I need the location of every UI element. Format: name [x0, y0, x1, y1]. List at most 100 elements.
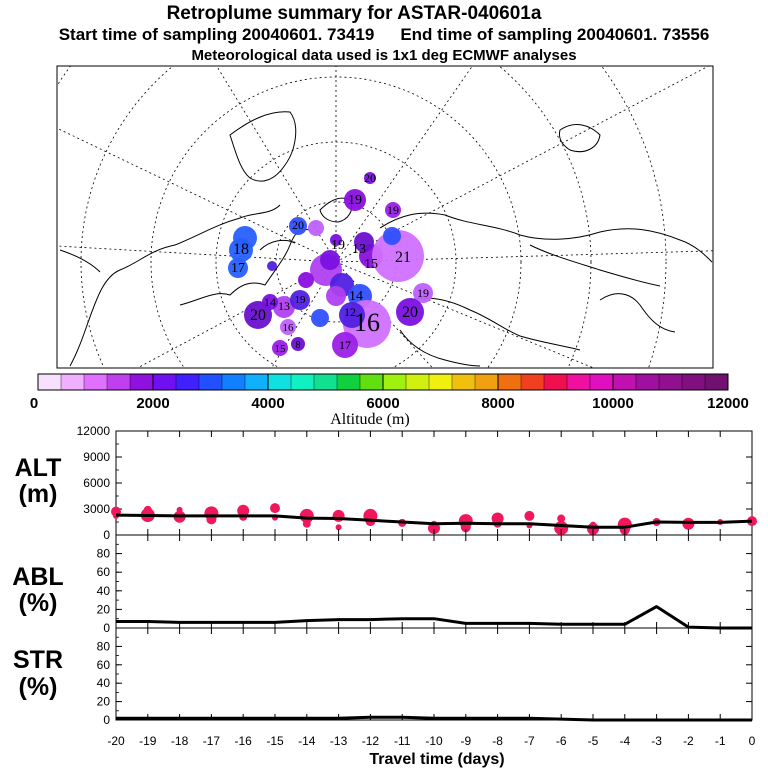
colorbar-cell [222, 374, 246, 390]
colorbar-cell [544, 374, 568, 390]
plume-cluster [298, 272, 314, 288]
colorbar-cell [521, 374, 545, 390]
alt-cluster-point [557, 514, 566, 523]
plume-cluster [272, 340, 288, 356]
alt-cluster-point [176, 506, 183, 513]
str-y-tick-label: 40 [97, 676, 111, 690]
colorbar-cell [429, 374, 453, 390]
plume-cluster [385, 202, 401, 218]
str-panel-unit: (%) [19, 673, 58, 701]
x-tick-label: -18 [171, 734, 189, 748]
plume-cluster [291, 337, 305, 351]
colorbar-cell [682, 374, 706, 390]
x-tick-label: -12 [362, 734, 380, 748]
x-tick-label: 0 [749, 734, 756, 748]
abl-panel-label: ABL [12, 563, 63, 591]
x-tick-label: -10 [425, 734, 443, 748]
colorbar-cell [199, 374, 223, 390]
x-tick-label: -7 [524, 734, 535, 748]
plume-cluster [273, 296, 295, 318]
alt-y-tick-label: 6000 [83, 476, 110, 490]
str-panel-frame [115, 627, 753, 721]
plume-cluster [262, 294, 278, 310]
cluster-label: 20 [292, 218, 304, 232]
colorbar-cell [38, 374, 62, 390]
start-sampling-text: Start time of sampling 20040601. 73419 [58, 25, 375, 44]
altitude-colorbar: 0 2000 4000 6000 8000 10000 12000 Altitude (m) [30, 373, 749, 428]
colorbar-cell [61, 374, 85, 390]
map-coastlines [59, 111, 713, 367]
colorbar-cell [291, 374, 315, 390]
abl-y-tick-label: 60 [97, 565, 111, 579]
cluster-label: 8 [296, 340, 301, 351]
alt-cluster-point [524, 510, 535, 521]
colorbar-cell [406, 374, 430, 390]
plume-cluster [364, 172, 376, 184]
cluster-label: 20 [364, 171, 376, 185]
str-panel-label: STR [13, 646, 63, 674]
x-tick-label: -4 [619, 734, 630, 748]
plume-cluster [308, 220, 324, 236]
x-tick-label: -11 [394, 734, 411, 748]
colorbar-cell [337, 374, 361, 390]
alt-panel-unit: (m) [19, 480, 58, 508]
abl-y-tick-label: 20 [97, 602, 111, 616]
cluster-label: 13 [352, 242, 366, 257]
plume-cluster [372, 230, 424, 282]
alt-series-line [115, 513, 753, 529]
str-y-tick-label: 20 [97, 695, 111, 709]
colorbar-cell [636, 374, 660, 390]
time-series-panels: ALT (m) ABL (%) STR (%) 0300060009000120… [12, 424, 757, 768]
colorbar-cell [590, 374, 614, 390]
plume-cluster [396, 298, 424, 326]
plume-cluster [413, 283, 433, 303]
alt-cluster-point [335, 524, 342, 531]
colorbar-label: Altitude (m) [330, 411, 410, 428]
colorbar-cell [153, 374, 177, 390]
colorbar-frame [37, 373, 729, 391]
x-tick-label: -13 [330, 734, 348, 748]
cluster-label: 13 [278, 299, 290, 313]
abl-y-tick-label: 80 [97, 547, 111, 561]
colorbar-cell [130, 374, 154, 390]
plume-cluster [290, 290, 310, 310]
cluster-label: 17 [231, 261, 245, 276]
colorbar-tick-label: 2000 [136, 395, 169, 412]
abl-series-line [116, 605, 752, 630]
plume-cluster [332, 332, 358, 358]
colorbar-cell [567, 374, 591, 390]
met-data-subtitle: Meteorological data used is 1x1 deg ECMW… [191, 47, 577, 64]
colorbar-tick-label: 0 [30, 395, 38, 412]
str-y-tick-label: 0 [103, 713, 110, 727]
cluster-label: 14 [349, 289, 363, 304]
plume-cluster [383, 227, 401, 245]
abl-panel-frame [115, 534, 753, 629]
plume-cluster [289, 217, 307, 235]
sampling-times: Start time of sampling 20040601. 73419 En… [0, 25, 768, 45]
cluster-label: 19 [295, 294, 307, 306]
cluster-label: 15 [275, 343, 287, 355]
colorbar-cell [659, 374, 683, 390]
x-tick-label: -19 [139, 734, 157, 748]
end-sampling-text: End time of sampling 20040601. 73556 [400, 25, 710, 44]
plume-cluster [330, 234, 342, 246]
plume-cluster [267, 261, 277, 271]
cluster-label: 20 [250, 307, 266, 324]
plume-cluster [320, 250, 340, 270]
abl-y-tick-label: 40 [97, 584, 111, 598]
x-tick-label: -16 [235, 734, 253, 748]
abl-panel-unit: (%) [19, 589, 58, 617]
x-tick-label: -3 [651, 734, 662, 748]
colorbar-tick-label: 6000 [366, 395, 399, 412]
colorbar-cell [705, 374, 729, 390]
x-tick-label: -5 [588, 734, 599, 748]
plume-cluster [326, 286, 346, 306]
colorbar-cell [452, 374, 476, 390]
x-tick-label: -8 [492, 734, 503, 748]
cluster-label: 14 [264, 295, 276, 309]
alt-panel-label: ALT [15, 454, 62, 482]
alt-y-tick-label: 3000 [83, 502, 110, 516]
cluster-label: 16 [354, 308, 380, 337]
